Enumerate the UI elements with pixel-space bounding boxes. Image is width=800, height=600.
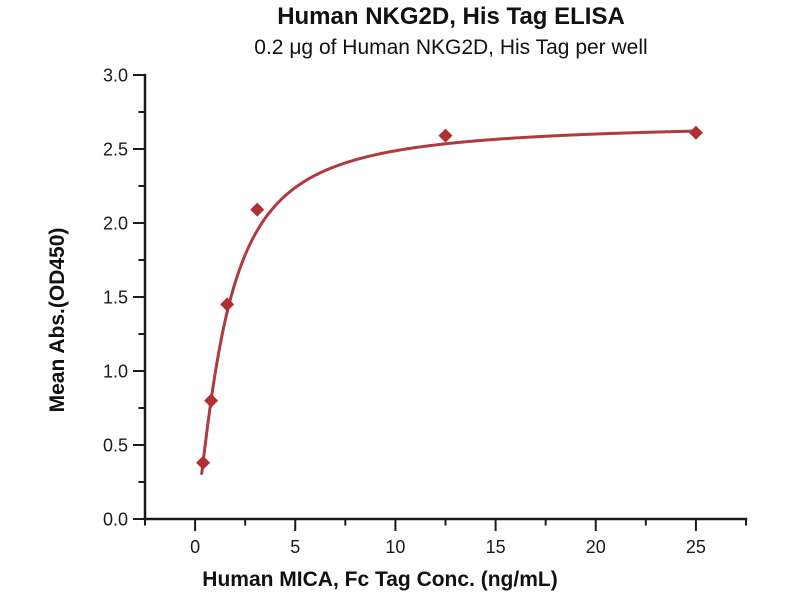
y-tick-label: 2.5 — [103, 139, 128, 159]
y-tick-label: 1.0 — [103, 361, 128, 381]
x-tick-label: 10 — [385, 537, 405, 557]
x-tick-label: 15 — [486, 537, 506, 557]
x-tick-label: 20 — [586, 537, 606, 557]
x-tick-label: 25 — [686, 537, 706, 557]
x-tick-label: 5 — [290, 537, 300, 557]
chart-title: Human NKG2D, His Tag ELISA — [277, 3, 625, 30]
y-tick-label: 1.5 — [103, 287, 128, 307]
data-point-marker — [196, 455, 211, 470]
fit-curve — [200, 129, 698, 476]
y-tick-label: 0.0 — [103, 509, 128, 529]
data-point-marker — [204, 393, 219, 408]
y-tick-label: 2.0 — [103, 213, 128, 233]
x-tick-label: 0 — [190, 537, 200, 557]
data-point-marker — [438, 128, 453, 143]
data-point-marker — [220, 297, 235, 312]
axes-and-series: 0 5 10 15 20 25 0.0 0.5 1.0 1.5 2.0 2.5 3.0 — [103, 65, 748, 557]
data-point-marker — [688, 125, 703, 140]
y-tick-label: 0.5 — [103, 435, 128, 455]
data-point-marker — [250, 202, 265, 217]
chart-subtitle: 0.2 μg of Human NKG2D, His Tag per well — [254, 36, 647, 59]
y-tick-label: 3.0 — [103, 65, 128, 85]
x-axis-label: Human MICA, Fc Tag Conc. (ng/mL) — [202, 568, 557, 591]
y-axis-label: Mean Abs.(OD450) — [46, 228, 69, 413]
